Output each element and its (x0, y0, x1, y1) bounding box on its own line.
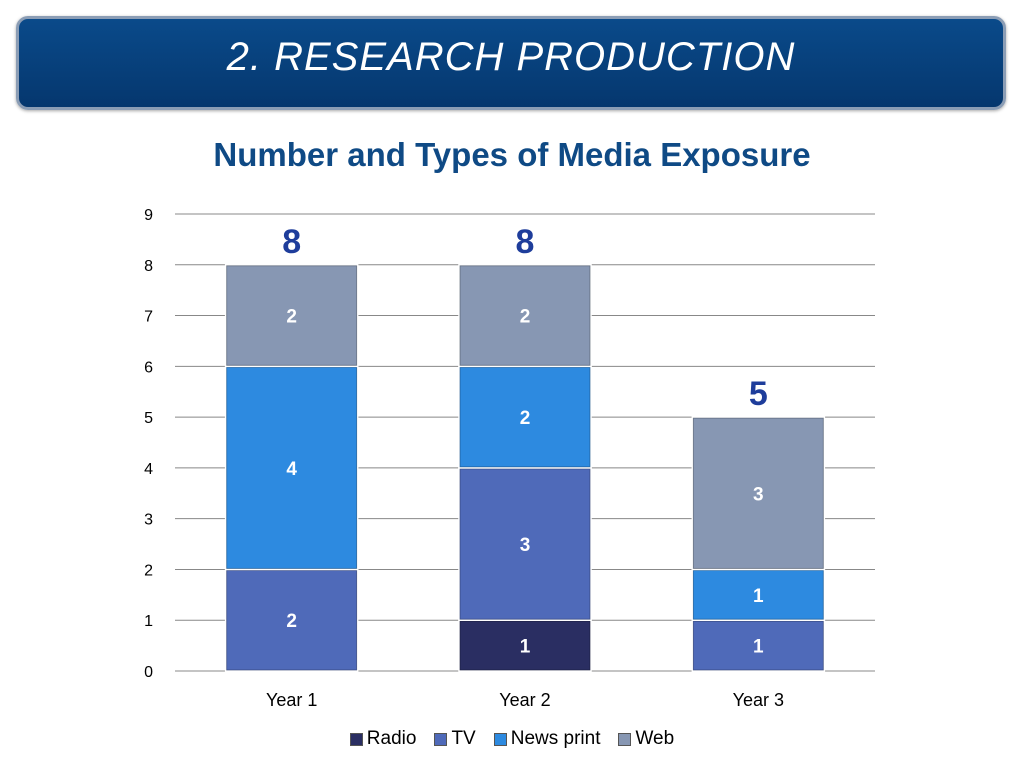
total-label: 5 (749, 375, 768, 413)
legend-label: Radio (366, 728, 417, 749)
bar-segment (224, 365, 359, 571)
data-label: 3 (753, 484, 764, 505)
bar-segment (691, 619, 826, 672)
data-label: 2 (520, 408, 531, 429)
bar-segment (458, 365, 592, 469)
bar-segment-edge (226, 265, 358, 366)
data-label: 1 (753, 586, 764, 607)
bar-segment (224, 264, 359, 368)
bar-segment-edge (459, 366, 591, 468)
bar-segment (224, 568, 359, 672)
y-tick-label: 5 (144, 410, 153, 427)
legend-swatch (349, 732, 363, 746)
y-tick-label: 7 (144, 309, 153, 326)
total-label: 8 (282, 223, 301, 261)
legend-label: News print (510, 728, 601, 749)
bar-segment-edge (692, 417, 824, 569)
bar-segment-edge (459, 468, 591, 620)
data-label: 2 (286, 611, 297, 632)
bar-segment-edge (226, 366, 358, 569)
x-tick-label: Year 1 (266, 690, 317, 710)
data-label: 1 (520, 637, 531, 658)
y-tick-label: 9 (144, 207, 153, 224)
legend-item: Web (618, 728, 674, 750)
bar-segment-edge (692, 569, 824, 620)
bar-segment (458, 264, 592, 368)
chart-legend: Radio TV News print Web (0, 728, 1024, 750)
legend-swatch (618, 732, 632, 746)
bar-segment-edge (226, 569, 358, 671)
bar-segment (691, 416, 826, 571)
data-label: 4 (286, 459, 297, 480)
chart-title: Number and Types of Media Exposure (213, 136, 811, 173)
y-tick-label: 2 (144, 562, 153, 579)
bar-segment-edge (459, 265, 591, 366)
legend-swatch (493, 732, 507, 746)
bar-segment (458, 619, 592, 672)
legend-item: News print (493, 728, 601, 750)
data-label: 3 (520, 535, 531, 556)
y-tick-label: 0 (144, 664, 153, 681)
y-tick-label: 6 (144, 359, 153, 376)
data-label: 1 (753, 637, 764, 658)
y-tick-label: 3 (144, 512, 153, 529)
legend-item: Radio (349, 728, 417, 750)
y-tick-label: 8 (144, 258, 153, 275)
bar-segment (691, 568, 826, 621)
x-tick-label: Year 2 (499, 690, 550, 710)
bar-segment-edge (692, 620, 824, 671)
data-label: 2 (520, 307, 531, 328)
legend-item: TV (434, 728, 476, 750)
bar-segment-edge (459, 620, 591, 671)
y-tick-label: 4 (144, 461, 153, 478)
page-title: 2. RESEARCH PRODUCTION (226, 34, 796, 79)
title-banner: 2. RESEARCH PRODUCTION (16, 16, 1006, 110)
legend-swatch (434, 732, 448, 746)
total-label: 8 (516, 223, 535, 261)
data-label: 2 (286, 307, 297, 328)
y-tick-label: 1 (144, 613, 153, 630)
legend-label: Web (635, 728, 675, 749)
legend-label: TV (451, 728, 476, 749)
x-tick-label: Year 3 (733, 690, 784, 710)
